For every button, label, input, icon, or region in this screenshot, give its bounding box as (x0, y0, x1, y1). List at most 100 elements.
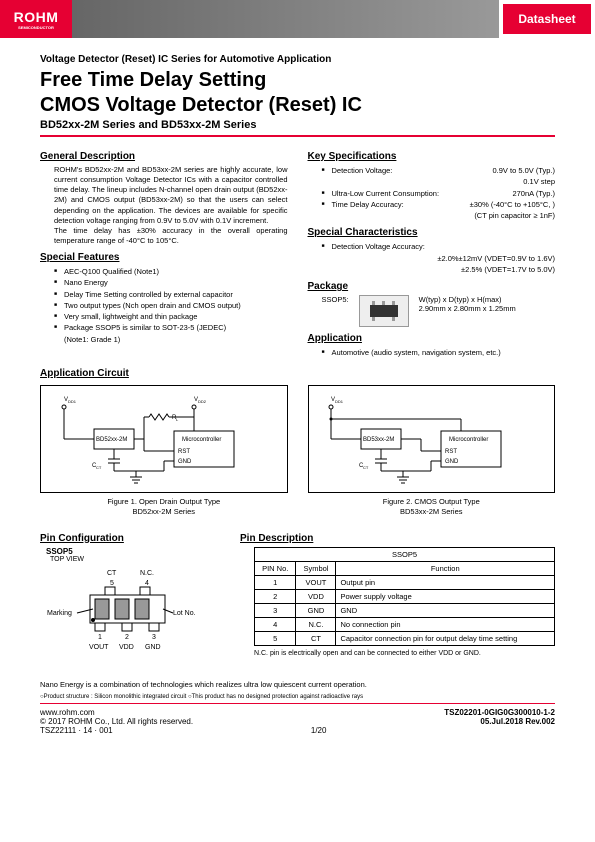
application-circuit-title: Application Circuit (40, 368, 555, 379)
red-divider (40, 135, 555, 137)
header-bar: ROHM SEMICONDUCTOR Datasheet (0, 0, 595, 38)
svg-text:2: 2 (125, 634, 129, 641)
fig1-series-text: BD52xx-2M Series (132, 507, 195, 516)
svg-text:RST: RST (445, 449, 457, 455)
pin-configuration: Pin Configuration SSOP5 TOP VIEW CT N.C.… (40, 527, 220, 658)
fig2-series-text: BD53xx-2M Series (400, 507, 463, 516)
ssop5-icon (364, 299, 404, 323)
svg-text:Lot No.: Lot No. (173, 610, 196, 617)
spec-value-sub: 0.1V step (332, 176, 556, 187)
footer: www.rohm.com © 2017 ROHM Co., Ltd. All r… (0, 706, 595, 745)
characteristics-list: Detection Voltage Accuracy: ±2.0%±12mV (… (308, 241, 556, 275)
svg-text:GND: GND (145, 644, 161, 651)
char-value1: ±2.0%±12mV (VDET=0.9V to 1.6V) (332, 253, 556, 264)
package-name: SSOP5: (322, 295, 349, 304)
right-column: Key Specifications Detection Voltage: 0.… (308, 145, 556, 358)
pin-desc-title: Pin Description (240, 533, 555, 544)
pin-row-2: 2 VDD Power supply voltage (255, 589, 555, 603)
svg-text:VDD: VDD (119, 644, 134, 651)
fig2-caption-text: Figure 2. CMOS Output Type (383, 497, 480, 506)
spec-row: Time Delay Accuracy: ±30% (-40°C to +105… (322, 199, 556, 222)
svg-text:5: 5 (110, 580, 114, 587)
pin-table-header: SSOP5 (255, 547, 555, 561)
category-line: Voltage Detector (Reset) IC Series for A… (40, 54, 555, 65)
pin-diagram: CT N.C. 5 4 1 (40, 563, 220, 658)
feature-item: Delay Time Setting controlled by externa… (54, 289, 288, 300)
feature-item: Nano Energy (54, 277, 288, 288)
fig1-caption: Figure 1. Open Drain Output Type BD52xx-… (40, 497, 288, 517)
series-subtitle: BD52xx-2M Series and BD53xx-2M Series (40, 119, 555, 131)
char-value2: ±2.5% (VDET=1.7V to 5.0V) (332, 264, 556, 275)
left-column: General Description ROHM's BD52xx-2M and… (40, 145, 288, 358)
special-features-title: Special Features (40, 252, 288, 263)
pin-config-view: TOP VIEW (40, 556, 220, 563)
footer-copyright: © 2017 ROHM Co., Ltd. All rights reserve… (40, 717, 193, 726)
key-specs-list: Detection Voltage: 0.9V to 5.0V (Typ.) 0… (308, 165, 556, 221)
svg-text:N.C.: N.C. (140, 570, 154, 577)
svg-text:4: 4 (145, 580, 149, 587)
pin-fn: No connection pin (336, 617, 555, 631)
ssop5-top-view: CT N.C. 5 4 1 (45, 565, 215, 655)
pin-fn: Capacitor connection pin for output dela… (336, 631, 555, 645)
chip1-label: BD52xx-2M (96, 437, 127, 443)
pin-row-1: 1 VOUT Output pin (255, 575, 555, 589)
datasheet-page: ROHM SEMICONDUCTOR Datasheet Voltage Det… (0, 0, 595, 842)
features-note: (Note1: Grade 1) (40, 334, 288, 345)
pin-description: Pin Description SSOP5 PIN No. Symbol Fun… (240, 527, 555, 658)
pin-config-pkg: SSOP5 (40, 547, 220, 556)
pin-no: 2 (255, 589, 296, 603)
package-image (359, 295, 409, 327)
footer-tsz: TSZ22111 · 14 · 001 (40, 726, 193, 735)
pin-fn: Power supply voltage (336, 589, 555, 603)
svg-text:CT: CT (96, 465, 102, 470)
cmos-schematic: VDD1 BD53xx-2M Microcontroller RST (311, 389, 551, 489)
feature-item: AEC-Q100 Qualified (Note1) (54, 266, 288, 277)
fig2-caption: Figure 2. CMOS Output Type BD53xx-2M Ser… (308, 497, 556, 517)
footer-date-rev: 05.Jul.2018 Rev.002 (444, 717, 555, 726)
footer-url: www.rohm.com (40, 708, 193, 717)
package-dims: W(typ) x D(typ) x H(max) 2.90mm x 2.80mm… (419, 295, 516, 313)
svg-text:CT: CT (107, 570, 117, 577)
pin-no: 5 (255, 631, 296, 645)
title-line2: CMOS Voltage Detector (Reset) IC (40, 94, 555, 117)
open-drain-schematic: VDD1 VDD2 RL (44, 389, 284, 489)
general-description-title: General Description (40, 151, 288, 162)
pin-config-title: Pin Configuration (40, 533, 220, 544)
spec-value-sub: (CT pin capacitor ≥ 1nF) (332, 210, 556, 221)
product-structure-note: ○Product structure : Silicon monolithic … (0, 689, 595, 701)
pin-sym: N.C. (296, 617, 336, 631)
pin-fn: Output pin (336, 575, 555, 589)
feature-item: Two output types (Nch open drain and CMO… (54, 300, 288, 311)
package-row: SSOP5: W(typ) x D(typ) x H(max) (308, 295, 556, 327)
pin-row-3: 3 GND GND (255, 603, 555, 617)
svg-text:DD1: DD1 (68, 399, 77, 404)
char-item: Detection Voltage Accuracy: ±2.0%±12mV (… (322, 241, 556, 275)
pin-sym: CT (296, 631, 336, 645)
package-dims-label: W(typ) x D(typ) x H(max) (419, 295, 516, 304)
footer-right: TSZ02201-0GIG0G300010-1-2 05.Jul.2018 Re… (444, 708, 555, 735)
svg-text:GND: GND (445, 459, 459, 465)
application-list: Automotive (audio system, navigation sys… (308, 347, 556, 358)
special-characteristics-title: Special Characteristics (308, 227, 556, 238)
title-line1: Free Time Delay Setting (40, 69, 555, 92)
logo-text: ROHM (14, 9, 59, 25)
footer-page: 1/20 (311, 726, 327, 735)
rohm-logo: ROHM SEMICONDUCTOR (0, 0, 72, 38)
col-function: Function (336, 561, 555, 575)
pin-fn: GND (336, 603, 555, 617)
pin-sym: VOUT (296, 575, 336, 589)
footer-left: www.rohm.com © 2017 ROHM Co., Ltd. All r… (40, 708, 193, 735)
pin-no: 3 (255, 603, 296, 617)
circuits-row: VDD1 VDD2 RL (40, 385, 555, 517)
package-dims-value: 2.90mm x 2.80mm x 1.25mm (419, 304, 516, 313)
pin-no: 1 (255, 575, 296, 589)
svg-text:RST: RST (178, 449, 190, 455)
svg-text:3: 3 (152, 634, 156, 641)
spec-label: Detection Voltage: (332, 165, 393, 176)
svg-text:Microcontroller: Microcontroller (449, 437, 488, 443)
svg-text:Marking: Marking (47, 610, 72, 617)
circuit2-diagram: VDD1 BD53xx-2M Microcontroller RST (308, 385, 556, 493)
pin-sym: VDD (296, 589, 336, 603)
pin-table-note: N.C. pin is electrically open and can be… (240, 649, 555, 658)
pin-row-5: 5 CT Capacitor connection pin for output… (255, 631, 555, 645)
